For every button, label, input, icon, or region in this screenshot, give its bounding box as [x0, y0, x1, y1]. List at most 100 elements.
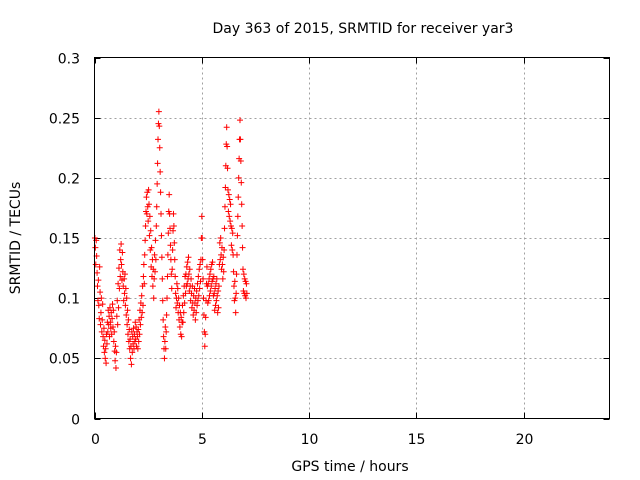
- data-point: [195, 292, 202, 299]
- data-point: [237, 136, 244, 143]
- data-point: [235, 174, 242, 181]
- data-point: [127, 355, 134, 362]
- data-point: [136, 331, 143, 338]
- data-point: [157, 189, 164, 196]
- data-point: [117, 273, 124, 280]
- data-point: [121, 290, 128, 297]
- data-point: [163, 312, 170, 319]
- data-point: [164, 295, 171, 302]
- data-point: [194, 302, 201, 309]
- data-point: [116, 285, 123, 292]
- x-tick-label: 15: [408, 432, 426, 448]
- data-point: [176, 324, 183, 331]
- data-point: [212, 302, 219, 309]
- data-point: [225, 191, 232, 198]
- data-point: [221, 247, 228, 254]
- data-point: [224, 165, 231, 172]
- data-point: [106, 304, 113, 311]
- data-point: [169, 266, 176, 273]
- data-point: [92, 244, 99, 251]
- data-point: [100, 325, 107, 332]
- x-tick-label: 0: [91, 432, 100, 448]
- data-point: [139, 302, 146, 309]
- data-point: [152, 237, 159, 244]
- data-point: [197, 261, 204, 268]
- data-point: [161, 355, 168, 362]
- data-point: [96, 315, 103, 322]
- data-point: [173, 304, 180, 311]
- data-point: [112, 357, 119, 364]
- data-point: [141, 280, 148, 287]
- data-point: [115, 265, 122, 272]
- data-point: [120, 297, 127, 304]
- data-point: [97, 321, 104, 328]
- grid: [94, 57, 610, 419]
- data-point: [170, 210, 177, 217]
- data-point: [179, 319, 186, 326]
- data-point: [186, 266, 193, 273]
- data-point: [153, 203, 160, 210]
- data-point: [162, 324, 169, 331]
- data-point: [153, 222, 160, 229]
- data-point: [227, 201, 234, 208]
- data-point: [119, 249, 126, 256]
- data-point: [162, 345, 169, 352]
- data-point: [135, 326, 142, 333]
- data-point: [215, 287, 222, 294]
- data-point: [226, 196, 233, 203]
- data-point: [123, 295, 130, 302]
- data-point: [111, 328, 118, 335]
- data-point: [130, 325, 137, 332]
- data-point: [203, 263, 210, 270]
- data-point: [202, 331, 209, 338]
- data-point: [110, 307, 117, 314]
- data-point: [109, 301, 116, 308]
- data-point: [236, 117, 243, 124]
- data-point: [142, 222, 149, 229]
- tick-labels: 0 5 10 15 20 0 0.05 0.1 0.15 0.2 0.25 0.3: [49, 52, 534, 449]
- y-tick-label: 0.2: [58, 172, 80, 188]
- data-point: [234, 213, 241, 220]
- data-point: [184, 280, 191, 287]
- plot-frame: [94, 57, 610, 419]
- data-point: [114, 321, 121, 328]
- data-point: [166, 191, 173, 198]
- data-point: [226, 213, 233, 220]
- data-point: [233, 290, 240, 297]
- data-point: [237, 157, 244, 164]
- y-tick-label: 0.3: [58, 52, 80, 68]
- data-point: [193, 309, 200, 316]
- data-point: [175, 295, 182, 302]
- data-point: [159, 297, 166, 304]
- data-point: [178, 333, 185, 340]
- data-point: [229, 247, 236, 254]
- data-point: [165, 230, 172, 237]
- data-point: [225, 208, 232, 215]
- data-point: [223, 124, 230, 131]
- data-point: [92, 261, 99, 268]
- data-point: [167, 242, 174, 249]
- chart-title: Day 363 of 2015, SRMTID for receiver yar…: [213, 21, 514, 37]
- data-point: [180, 309, 187, 316]
- data-point: [207, 287, 214, 294]
- data-point: [199, 256, 206, 263]
- data-point: [101, 349, 108, 356]
- data-point: [158, 210, 165, 217]
- data-point: [220, 268, 227, 275]
- data-point: [143, 210, 150, 217]
- data-point: [219, 275, 226, 282]
- data-point: [154, 160, 161, 167]
- data-point: [172, 290, 179, 297]
- data-point: [158, 254, 165, 261]
- y-tick-label: 0.25: [49, 112, 80, 128]
- data-point: [209, 259, 216, 266]
- data-point: [239, 222, 246, 229]
- data-point: [173, 280, 180, 287]
- data-point: [221, 203, 228, 210]
- data-point: [234, 232, 241, 239]
- data-point: [174, 285, 181, 292]
- data-point: [229, 230, 236, 237]
- data-point: [137, 321, 144, 328]
- data-point: [220, 254, 227, 261]
